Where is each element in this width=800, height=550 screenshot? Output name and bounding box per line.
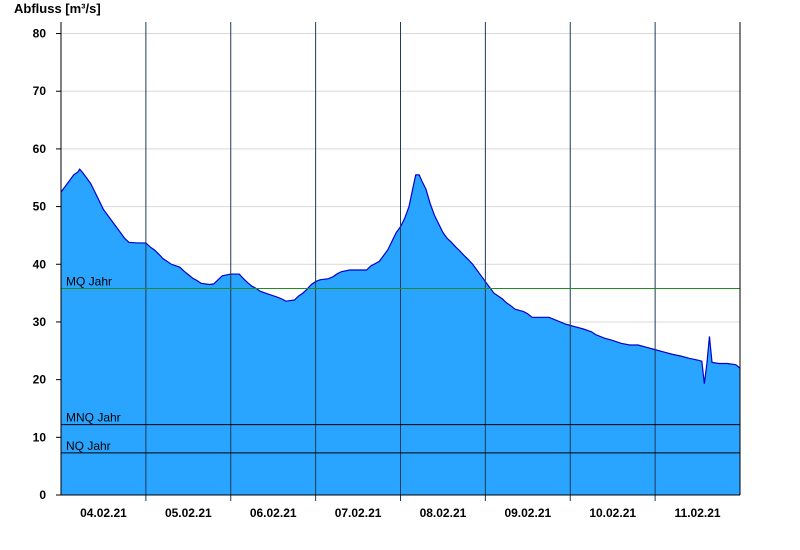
y-tick-label-50: 50 bbox=[33, 200, 47, 214]
x-tick-label-5: 09.02.21 bbox=[504, 506, 551, 520]
ref-label-1: MNQ Jahr bbox=[66, 411, 121, 425]
y-tick-label-60: 60 bbox=[33, 142, 47, 156]
series-line-0 bbox=[60, 168, 741, 384]
x-tick-label-3: 07.02.21 bbox=[335, 506, 382, 520]
y-tick-label-0: 0 bbox=[39, 488, 46, 502]
ref-label-2: NQ Jahr bbox=[66, 439, 111, 453]
x-tick-label-2: 06.02.21 bbox=[250, 506, 297, 520]
y-axis-title: Abfluss [m³/s] bbox=[14, 1, 101, 16]
x-tick-label-7: 11.02.21 bbox=[675, 506, 721, 520]
y-tick-label-10: 10 bbox=[33, 430, 47, 444]
x-tick-label-1: 05.02.21 bbox=[165, 506, 212, 520]
x-tick-label-4: 08.02.21 bbox=[420, 506, 467, 520]
reference-lines: MQ Jahr MNQ Jahr NQ Jahr bbox=[61, 274, 740, 454]
ref-label-0: MQ Jahr bbox=[66, 274, 112, 288]
x-tick-label-6: 10.02.21 bbox=[589, 506, 636, 520]
y-tick-labels: 0 10 20 30 40 50 60 70 80 bbox=[33, 27, 47, 502]
y-tick-label-80: 80 bbox=[33, 27, 47, 41]
x-tick-labels: 04.02.21 05.02.21 06.02.21 07.02.21 08.02.21… bbox=[80, 506, 721, 520]
x-tick-label-0: 04.02.21 bbox=[80, 506, 127, 520]
axes bbox=[56, 22, 741, 496]
y-tick-label-30: 30 bbox=[33, 315, 47, 329]
day-separators bbox=[145, 22, 656, 501]
y-tick-label-20: 20 bbox=[33, 373, 47, 387]
y-tick-label-40: 40 bbox=[33, 257, 47, 271]
y-tick-label-70: 70 bbox=[33, 84, 47, 98]
